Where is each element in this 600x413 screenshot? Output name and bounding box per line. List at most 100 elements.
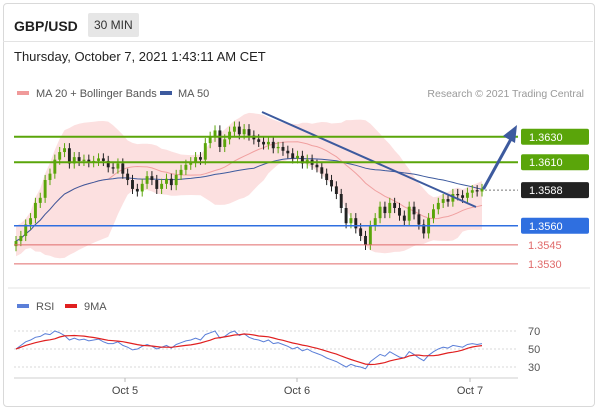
candle-body	[359, 228, 363, 236]
candle-body	[228, 131, 232, 140]
candle-body	[111, 167, 115, 169]
candle-body	[368, 225, 372, 245]
candle-body	[189, 162, 193, 165]
candle-body	[412, 206, 416, 215]
candle-body	[407, 206, 411, 221]
candle-body	[135, 188, 139, 192]
candle-body	[383, 206, 387, 214]
forecast-arrow-shaft	[482, 137, 513, 190]
candle-body	[160, 183, 164, 189]
candle-body	[87, 159, 91, 163]
x-tick-label: Oct 6	[284, 385, 310, 397]
candle-body	[373, 218, 377, 226]
candle-body	[354, 218, 358, 229]
candle-body	[174, 174, 178, 186]
candle-body	[286, 150, 290, 154]
candle-body	[77, 157, 81, 161]
candle-body	[339, 194, 343, 208]
rsi-9ma-line	[15, 333, 483, 366]
ma20-legend-label: MA 20 + Bollinger Bands	[36, 88, 157, 100]
candle-body	[101, 158, 105, 161]
timestamp: Thursday, October 7, 2021 1:43:11 AM CET	[14, 49, 266, 64]
resistance-badge	[521, 154, 589, 171]
candle-body	[266, 141, 270, 145]
candle-body	[470, 190, 474, 193]
candle-body	[402, 215, 406, 221]
candle-body	[417, 214, 421, 225]
candle-body	[330, 180, 333, 187]
ma20-legend-swatch	[17, 91, 29, 95]
interval-badge[interactable]: 30 MIN	[88, 13, 139, 37]
candle-body	[208, 136, 212, 144]
x-tick-label: Oct 5	[112, 385, 138, 397]
candle-body	[237, 126, 241, 135]
candle-body	[72, 157, 76, 164]
candle-body	[199, 157, 202, 160]
candle-body	[145, 176, 149, 184]
candle-body	[232, 126, 236, 132]
current-price-badge	[521, 182, 589, 199]
candle-body	[281, 146, 285, 151]
pivot-badge	[521, 217, 589, 234]
candle-body	[58, 152, 62, 160]
candle-body	[247, 129, 251, 136]
candle-body	[446, 199, 450, 202]
candle-body	[242, 129, 246, 135]
resistance-label: 1.3630	[529, 132, 563, 144]
candle-body	[364, 235, 367, 245]
bollinger-band	[16, 112, 482, 259]
candle-body	[82, 159, 86, 161]
candle-body	[19, 235, 23, 242]
candle-body	[257, 139, 261, 142]
candle-body	[24, 224, 28, 236]
candle-body	[203, 143, 207, 160]
candle-body	[165, 178, 168, 184]
candle-body	[349, 218, 353, 224]
candle-body	[276, 146, 280, 149]
candle-body	[262, 141, 266, 145]
rsi-legend-swatch	[17, 304, 29, 308]
ma50-legend-label: MA 50	[178, 88, 209, 100]
candle-body	[150, 176, 154, 181]
candle-body	[461, 195, 465, 198]
rsi-tick-label: 70	[528, 326, 540, 338]
candle-body	[393, 202, 397, 208]
candle-body	[480, 188, 484, 192]
candle-body	[169, 178, 173, 186]
candle-body	[63, 148, 66, 153]
candle-body	[334, 186, 338, 194]
ma9-legend-label: 9MA	[84, 301, 107, 313]
candle-body	[422, 224, 426, 234]
candle-body	[315, 164, 319, 168]
pivot-label: 1.3560	[529, 221, 563, 233]
candle-body	[300, 155, 304, 164]
rsi-tick-label: 50	[528, 344, 540, 356]
candle-body	[456, 194, 460, 196]
candle-body	[213, 130, 217, 137]
candle-body	[48, 173, 52, 181]
candle-body	[296, 155, 299, 159]
candle-body	[344, 207, 348, 224]
candle-body	[436, 202, 440, 210]
resistance-label: 1.3610	[529, 157, 563, 169]
chart-header: GBP/USD 30 MIN	[3, 3, 593, 42]
credit-text: Research © 2021 Trading Central	[427, 88, 584, 100]
symbol-label: GBP/USD	[14, 18, 78, 34]
ma50-line	[15, 157, 483, 242]
candle-body	[14, 241, 18, 247]
candle-body	[398, 207, 401, 216]
support-label: 1.3545	[528, 240, 562, 252]
candle-body	[320, 167, 324, 174]
candle-body	[465, 192, 469, 198]
rsi-legend-label: RSI	[36, 301, 54, 313]
candle-body	[29, 218, 33, 225]
candle-body	[432, 209, 435, 219]
candle-body	[140, 183, 144, 192]
trend-line	[261, 111, 477, 208]
candle-body	[378, 206, 382, 219]
candle-body	[67, 148, 71, 164]
candle-body	[131, 180, 134, 189]
candle-body	[121, 163, 125, 174]
candle-body	[53, 159, 57, 174]
candle-body	[179, 169, 183, 175]
